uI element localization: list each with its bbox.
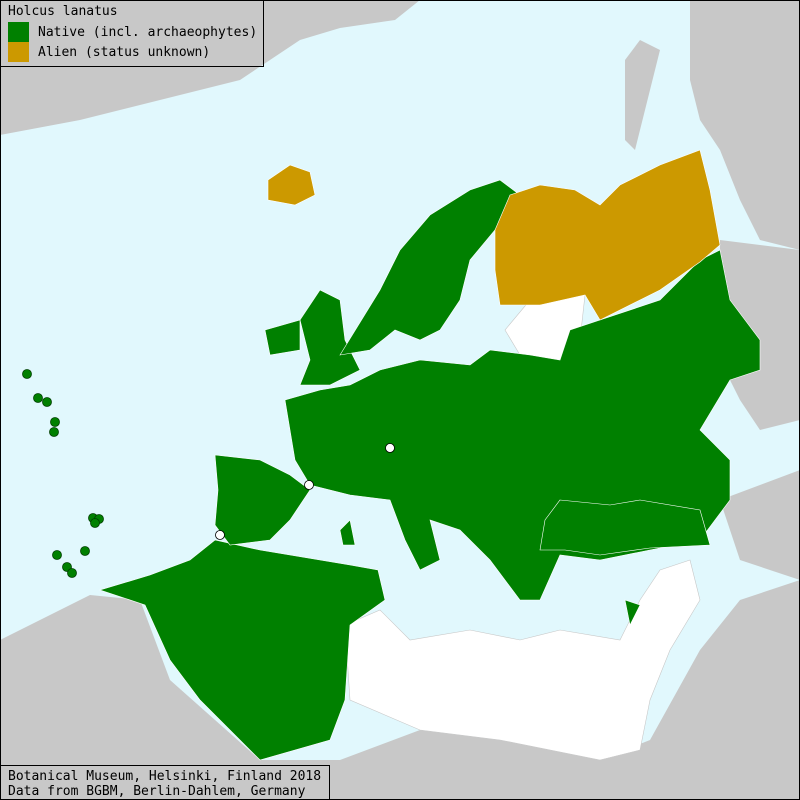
island-dot	[67, 568, 77, 578]
absent-dot	[215, 530, 225, 540]
legend-item-alien: Alien (status unknown)	[8, 42, 257, 62]
island-dot	[33, 393, 43, 403]
absent-dot	[304, 480, 314, 490]
absent-areas	[344, 294, 701, 761]
credit-line-1: Botanical Museum, Helsinki, Finland 2018	[8, 769, 322, 784]
island-dot	[42, 397, 52, 407]
legend: Holcus lanatus Native (incl. archaeophyt…	[0, 0, 265, 67]
native-range	[99, 179, 761, 761]
legend-item-native: Native (incl. archaeophytes)	[8, 22, 257, 42]
island-dot	[80, 546, 90, 556]
island-dot	[50, 417, 60, 427]
species-name: Holcus lanatus	[8, 4, 118, 19]
island-dot	[90, 518, 100, 528]
credit-line-2: Data from BGBM, Berlin-Dahlem, Germany	[8, 784, 306, 799]
legend-label: Native (incl. archaeophytes)	[38, 24, 258, 40]
island-dot	[49, 427, 59, 437]
alien-swatch	[8, 42, 29, 62]
native-swatch	[8, 22, 29, 42]
legend-label: Alien (status unknown)	[38, 44, 211, 60]
absent-dot	[385, 443, 395, 453]
native-islands	[22, 369, 104, 578]
credits: Botanical Museum, Helsinki, Finland 2018…	[0, 765, 331, 800]
absent-points	[215, 443, 395, 540]
island-dot	[52, 550, 62, 560]
alien-range	[267, 149, 721, 321]
island-dot	[22, 369, 32, 379]
